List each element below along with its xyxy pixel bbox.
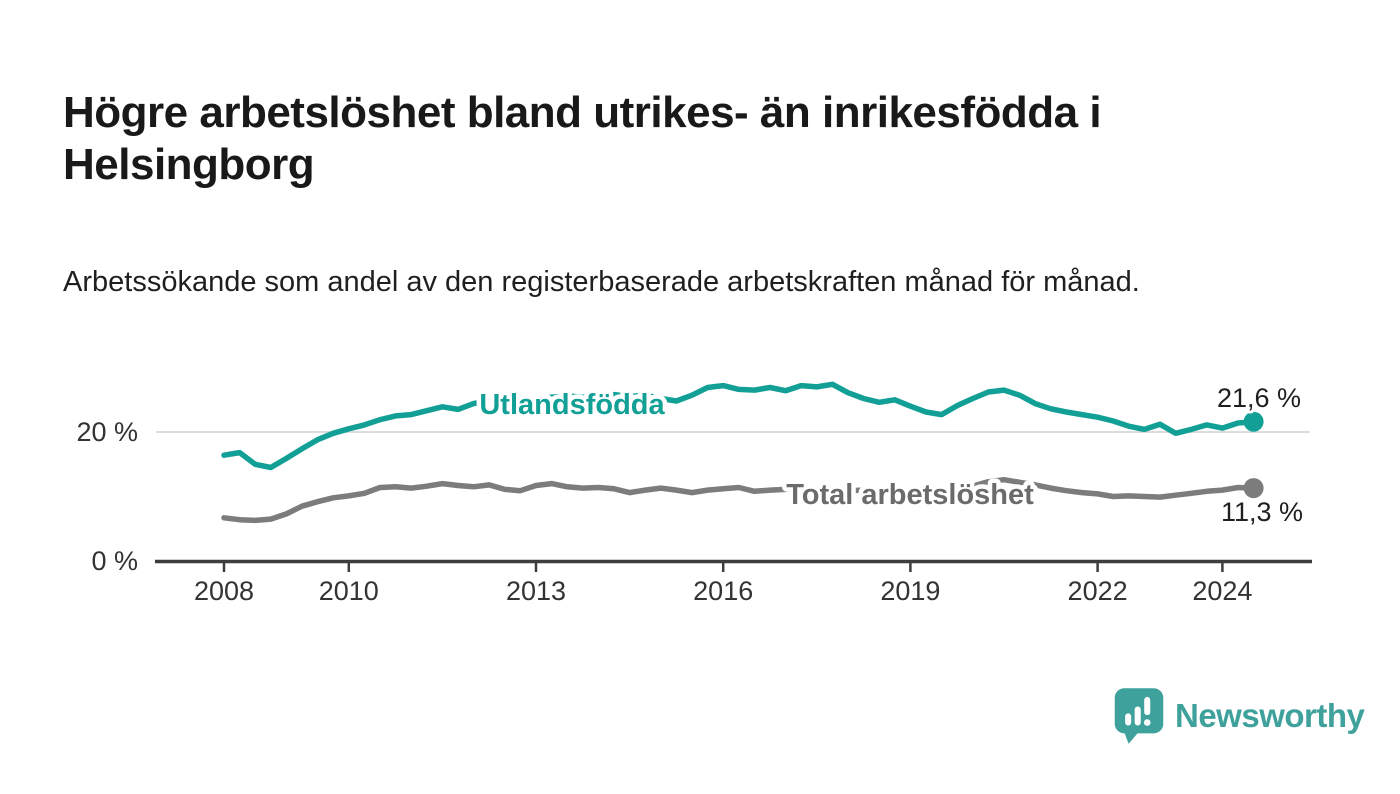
x-tick-label: 2008 — [194, 576, 254, 606]
newsworthy-logo: Newsworthy — [1113, 686, 1365, 746]
chart-subtitle: Arbetssökande som andel av den registerb… — [63, 266, 1140, 298]
x-tick-label: 2022 — [1068, 576, 1128, 606]
page-title: Högre arbetslöshet bland utrikes- än inr… — [63, 88, 1102, 190]
x-tick-label: 2016 — [693, 576, 753, 606]
speech-bubble-bar-chart-icon — [1114, 688, 1164, 744]
end-value-utlandsfodda: 21,6 % — [1217, 383, 1301, 413]
y-tick-label: 0 % — [91, 546, 138, 576]
x-tick-label: 2010 — [319, 576, 379, 606]
line-utlandsfodda — [221, 381, 1257, 471]
line-total-arbetsloshet — [221, 476, 1257, 524]
x-axis-ticks: 2008 2010 2013 2016 2019 2022 2024 — [194, 562, 1252, 606]
end-dot-total-arbetsloshet — [1243, 478, 1264, 499]
x-tick-label: 2013 — [506, 576, 566, 606]
brand-name: Newsworthy — [1175, 697, 1365, 734]
series-label-total-arbetsloshet: Total arbetslöshet — [786, 479, 1034, 511]
y-tick-label: 20 % — [76, 417, 138, 447]
end-dot-utlandsfodda — [1243, 411, 1264, 432]
end-value-total-arbetsloshet: 11,3 % — [1221, 497, 1303, 527]
series-label-utlandsfodda: Utlandsfödda — [479, 389, 665, 421]
x-tick-label: 2019 — [880, 576, 940, 606]
x-tick-label: 2024 — [1192, 576, 1252, 606]
y-axis-labels: 0 % 20 % — [76, 417, 138, 576]
